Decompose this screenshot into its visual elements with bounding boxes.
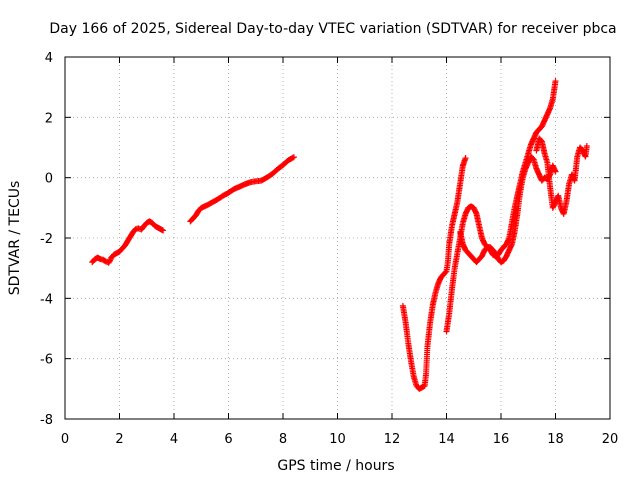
- y-axis-label: SDTVAR / TECUs: [7, 181, 23, 296]
- y-tick-label: 4: [45, 51, 53, 66]
- x-tick-label: 4: [170, 432, 178, 447]
- y-tick-label: -4: [40, 292, 53, 307]
- data-point: [289, 154, 296, 161]
- y-tick-label: 2: [45, 111, 53, 126]
- data-point: [583, 142, 590, 149]
- x-tick-label: 0: [61, 432, 69, 447]
- data-point: [552, 168, 559, 175]
- data-point: [552, 78, 559, 85]
- x-tick-label: 14: [438, 432, 455, 447]
- x-tick-label: 18: [547, 432, 564, 447]
- x-tick-label: 16: [493, 432, 510, 447]
- y-tick-label: -6: [40, 353, 53, 368]
- data-point: [160, 227, 167, 234]
- y-tick-labels: -8 -6 -4 -2 0 2 4: [40, 51, 53, 428]
- x-axis-label: GPS time / hours: [277, 458, 394, 474]
- y-tick-label: -8: [40, 413, 53, 428]
- grid-lines: [65, 57, 610, 419]
- x-tick-label: 10: [329, 432, 346, 447]
- x-tick-label: 2: [115, 432, 123, 447]
- axis-ticks: [64, 56, 611, 420]
- x-tick-label: 12: [384, 432, 401, 447]
- data-point: [290, 154, 297, 161]
- data-point: [442, 269, 449, 276]
- x-tick-label: 20: [602, 432, 619, 447]
- x-tick-label: 8: [279, 432, 287, 447]
- chart-title: Day 166 of 2025, Sidereal Day-to-day VTE…: [49, 21, 616, 37]
- y-tick-label: 0: [45, 172, 53, 187]
- data-series: [89, 78, 590, 392]
- data-point: [462, 155, 469, 162]
- x-tick-label: 6: [224, 432, 232, 447]
- x-tick-labels: 0 2 4 6 8 10 12 14 16 18 20: [61, 432, 618, 447]
- y-tick-label: -2: [40, 232, 53, 247]
